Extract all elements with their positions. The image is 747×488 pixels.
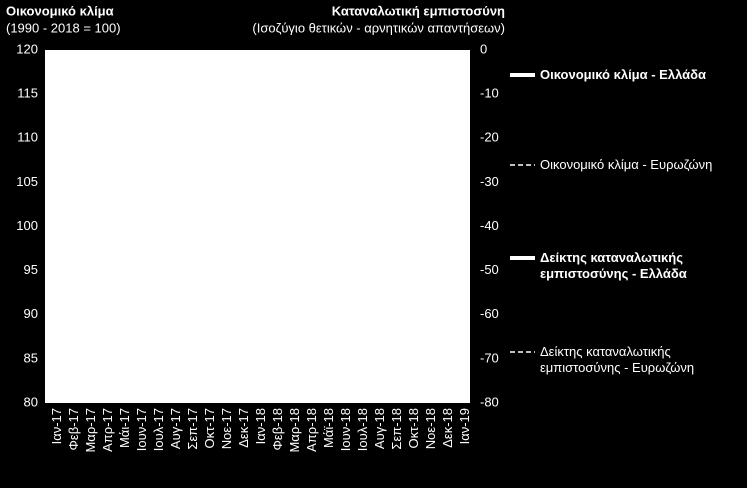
x-tick-label: Φεβ-18	[270, 408, 285, 450]
y2-tick-label: 0	[480, 41, 487, 56]
x-tick-label: Μαρ-18	[287, 408, 302, 453]
x-tick-label: Δεκ-17	[236, 408, 251, 448]
y2-tick-label: -60	[480, 306, 499, 321]
x-tick-label: Ιαν-17	[49, 408, 64, 444]
y-tick-label: 120	[16, 41, 38, 56]
x-tick-label: Φεβ-17	[66, 408, 81, 450]
x-tick-label: Αυγ-18	[372, 408, 387, 449]
y-tick-label: 100	[16, 218, 38, 233]
x-tick-label: Αυγ-17	[168, 408, 183, 449]
legend-label: Δείκτης καταναλωτικής εμπιστοσύνης - Ευρ…	[540, 344, 695, 375]
plot-area	[45, 50, 470, 403]
x-tick-label: Ιαν-19	[457, 408, 472, 444]
y2-tick-label: -40	[480, 218, 499, 233]
y-tick-label: 85	[24, 350, 38, 365]
x-tick-label: Μάι-17	[117, 408, 132, 448]
y2-tick-label: -10	[480, 86, 499, 101]
y-tick-label: 80	[24, 394, 38, 409]
x-tick-label: Απρ-18	[304, 408, 319, 452]
chart-title: Οικονομικό κλίμα	[6, 3, 114, 18]
y2-tick-label: -50	[480, 262, 499, 277]
x-tick-label: Απρ-17	[100, 408, 115, 452]
x-tick-label: Δεκ-18	[440, 408, 455, 448]
x-tick-label: Νοε-18	[423, 408, 438, 449]
y-tick-label: 95	[24, 262, 38, 277]
x-tick-label: Ιουλ-17	[151, 408, 166, 451]
y-tick-label: 105	[16, 174, 38, 189]
x-tick-label: Ιουν-18	[338, 408, 353, 451]
x-tick-label: Οκτ-17	[202, 408, 217, 449]
x-tick-label: Σεπ-17	[185, 408, 200, 450]
x-tick-label: Σεπ-18	[389, 408, 404, 450]
y-tick-label: 115	[17, 86, 38, 101]
y2-tick-label: -20	[480, 130, 499, 145]
x-tick-label: Μάϊ-18	[321, 408, 336, 448]
legend-label: Οικονομικό κλίμα - Ελλάδα	[540, 67, 707, 82]
y2-tick-label: -30	[480, 174, 499, 189]
y2-title: Καταναλωτική εμπιστοσύνη	[332, 3, 505, 18]
x-tick-label: Ιουν-17	[134, 408, 149, 451]
legend-label: Οικονομικό κλίμα - Ευρωζώνη	[540, 157, 713, 172]
x-tick-label: Νοε-17	[219, 408, 234, 449]
x-tick-label: Οκτ-18	[406, 408, 421, 449]
y2-subtitle: (Ισοζύγιο θετικών - αρνητικών απαντήσεων…	[252, 20, 505, 35]
x-tick-label: Μαρ-17	[83, 408, 98, 453]
x-tick-label: Ιαν-18	[253, 408, 268, 444]
chart-subtitle: (1990 - 2018 = 100)	[6, 20, 121, 35]
x-tick-label: Ιουλ-18	[355, 408, 370, 451]
y2-tick-label: -70	[480, 350, 499, 365]
y-tick-label: 90	[24, 306, 38, 321]
legend-label: Δείκτης καταναλωτικής εμπιστοσύνης - Ελλ…	[540, 250, 687, 281]
y2-tick-label: -80	[480, 394, 499, 409]
y-tick-label: 110	[17, 130, 38, 145]
